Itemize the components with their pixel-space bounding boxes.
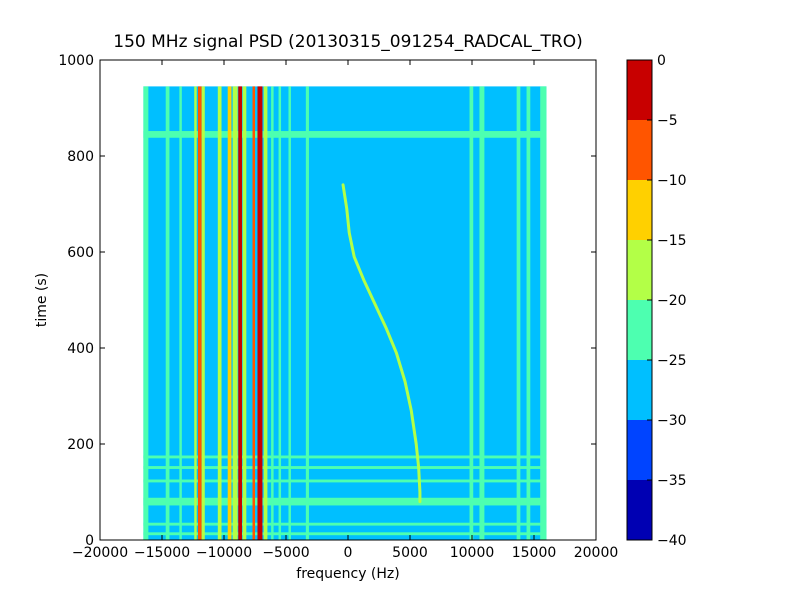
colorbar-tick-label: 0 [657,53,666,69]
vertical-band [252,86,255,540]
vertical-band [516,86,521,540]
horizontal-band [143,131,547,138]
vertical-band [179,86,182,540]
vertical-band [526,86,531,540]
vertical-band [288,86,291,540]
x-axis: −20000 −15000 −10000 −5000 0 5000 10000 15000 20… [72,60,618,561]
vertical-band [540,86,547,540]
colorbar-tick-label: −20 [657,293,687,309]
colorbar: −40 −35 −30 −25 −20 −15 −10 −5 0 [626,53,687,549]
x-tick-label: 15000 [512,545,557,561]
y-tick-label: 800 [67,149,94,165]
horizontal-band [143,532,547,536]
colorbar-segment [627,420,652,480]
colorbar-tick-label: −35 [657,473,687,489]
colorbar-segment [627,60,652,120]
horizontal-band [143,479,547,483]
vertical-band [263,86,268,540]
vertical-band [194,86,197,540]
horizontal-band [143,466,547,469]
colorbar-segment [627,360,652,420]
y-tick-label: 1000 [58,53,94,69]
vertical-band [201,86,205,540]
x-tick-label: 0 [344,545,353,561]
x-tick-label: 20000 [574,545,619,561]
colorbar-tick-label: −10 [657,173,687,189]
x-tick-label: −10000 [196,545,252,561]
vertical-band [197,86,202,540]
x-tick-label: −20000 [72,545,128,561]
y-tick-label: 200 [67,437,94,453]
colorbar-tick-label: −15 [657,233,687,249]
vertical-band [217,86,222,540]
drift-trace [341,183,422,504]
vertical-band [242,86,247,540]
heatmap-background [143,86,547,540]
x-axis-label: frequency (Hz) [296,566,399,582]
vertical-band [143,86,149,540]
vertical-band [305,86,309,540]
chart-title: 150 MHz signal PSD (20130315_091254_RADC… [113,32,582,52]
x-tick-label: 5000 [392,545,428,561]
vertical-band [271,86,274,540]
x-tick-label: −5000 [262,545,309,561]
heatmap [143,86,547,540]
vertical-band [257,86,263,540]
horizontal-band [143,497,547,506]
horizontal-band [143,522,547,526]
colorbar-segment [627,240,652,300]
colorbar-segment [627,300,652,360]
colorbar-segment [627,120,652,180]
vertical-band [479,86,485,540]
vertical-band [165,86,170,540]
y-tick-label: 400 [67,341,94,357]
colorbar-tick-label: −25 [657,353,687,369]
vertical-band [232,86,238,540]
vertical-band [469,86,474,540]
vertical-band [227,86,232,540]
colorbar-tick-label: −30 [657,413,687,429]
vertical-band [278,86,282,540]
y-tick-label: 600 [67,245,94,261]
x-tick-label: −15000 [134,545,190,561]
horizontal-band [143,455,547,459]
colorbar-tick-label: −5 [657,113,678,129]
y-axis-label: time (s) [34,273,50,327]
vertical-band [238,86,242,540]
x-tick-label: 10000 [450,545,495,561]
colorbar-segment [627,180,652,240]
y-axis: 0 200 400 600 800 1000 [58,53,596,549]
colorbar-segment [627,480,652,540]
colorbar-tick-label: −40 [657,533,687,549]
y-tick-label: 0 [85,533,94,549]
